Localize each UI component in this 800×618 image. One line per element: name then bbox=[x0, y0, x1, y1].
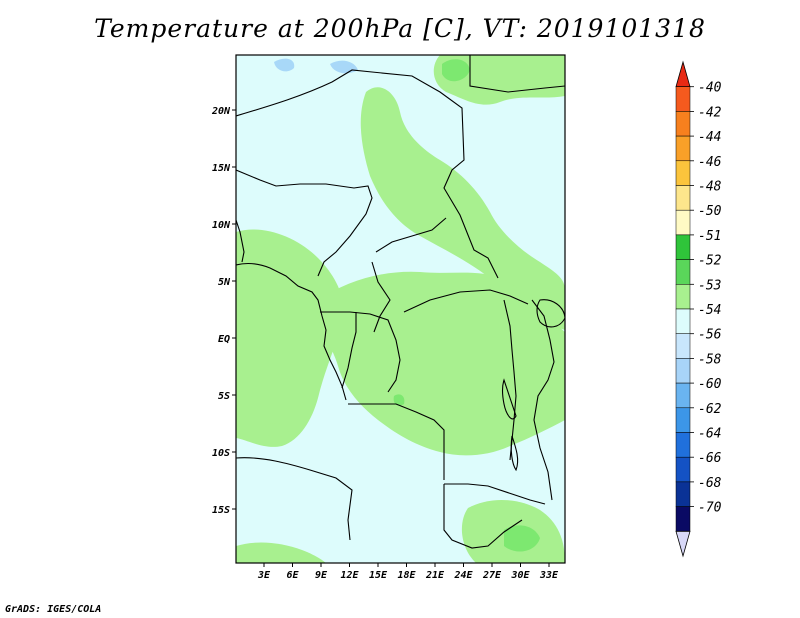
lat-label: 10S bbox=[212, 448, 230, 459]
colorbar-top-triangle bbox=[675, 60, 691, 88]
temperature-field bbox=[236, 55, 565, 563]
colorbar-segment bbox=[675, 407, 691, 433]
field-mid-patch bbox=[442, 59, 470, 82]
lat-label: EQ bbox=[218, 334, 230, 345]
colorbar-segment bbox=[675, 185, 691, 211]
field-warm-region bbox=[236, 542, 326, 563]
colorbar-segment bbox=[675, 308, 691, 334]
colorbar-segment bbox=[675, 259, 691, 285]
border-line bbox=[375, 217, 447, 253]
colorbar-segment bbox=[675, 135, 691, 162]
colorbar-segment bbox=[675, 86, 691, 112]
lat-label: 5S bbox=[218, 391, 230, 402]
country-borders bbox=[236, 55, 565, 549]
border-line bbox=[443, 484, 523, 549]
lake-outline bbox=[501, 378, 517, 420]
colorbar-label: -58 bbox=[698, 352, 722, 367]
lon-label: 33E bbox=[539, 570, 559, 581]
field-warm-region bbox=[236, 229, 344, 447]
lake-outline bbox=[536, 299, 565, 328]
colorbar-segments bbox=[675, 60, 691, 558]
colorbar-segment bbox=[675, 358, 691, 384]
field-warm-region bbox=[360, 87, 565, 330]
border-line bbox=[444, 483, 546, 505]
colorbar-segment bbox=[675, 456, 691, 483]
colorbar-label: -42 bbox=[698, 105, 722, 120]
longitude-labels: 3E 6E 9E 12E 15E 18E 21E 24E 27E 30E 33E bbox=[257, 570, 559, 581]
chart-title: Temperature at 200hPa [C], VT: 201910131… bbox=[94, 14, 706, 43]
colorbar-labels: -40 -42 -44 -46 -48 -50 -51 -52 -53 -54 -56 -58 -60 -… bbox=[690, 81, 722, 516]
colorbar-label: -53 bbox=[698, 278, 721, 293]
lon-label: 27E bbox=[482, 570, 502, 581]
lake-outline bbox=[510, 435, 519, 472]
lon-label: 18E bbox=[397, 570, 416, 581]
border-line bbox=[236, 457, 353, 541]
border-line bbox=[403, 289, 529, 313]
colorbar-label: -40 bbox=[698, 81, 722, 96]
colorbar-segment bbox=[675, 284, 691, 310]
lon-label: 30E bbox=[510, 570, 530, 581]
coastline bbox=[236, 263, 347, 401]
colorbar-label: -50 bbox=[698, 204, 722, 219]
lon-label: 6E bbox=[286, 570, 299, 581]
border-line bbox=[236, 169, 373, 277]
colorbar-bottom-triangle bbox=[675, 530, 691, 558]
colorbar-label: -64 bbox=[698, 427, 721, 442]
colorbar-segment bbox=[675, 382, 691, 409]
colorbar: -40 -42 -44 -46 -48 -50 -51 -52 -53 -54 -56 -58 -60 -… bbox=[675, 60, 722, 558]
lon-label: 24E bbox=[453, 570, 473, 581]
colorbar-segment bbox=[675, 111, 691, 137]
colorbar-segment bbox=[675, 481, 691, 507]
lat-label: 20N bbox=[211, 106, 231, 117]
lat-label: 10N bbox=[212, 220, 231, 231]
colorbar-label: -66 bbox=[698, 451, 722, 466]
border-line bbox=[320, 311, 401, 393]
lat-label: 15N bbox=[212, 163, 231, 174]
border-line bbox=[371, 261, 391, 333]
border-line bbox=[341, 312, 357, 389]
lat-label: 15S bbox=[212, 505, 230, 516]
colorbar-label: -54 bbox=[698, 303, 721, 318]
colorbar-label: -68 bbox=[698, 476, 722, 491]
field-mid-patch bbox=[393, 394, 405, 406]
colorbar-segment bbox=[675, 209, 691, 236]
coastline bbox=[236, 219, 245, 263]
colorbar-label: -48 bbox=[698, 180, 722, 195]
colorbar-label: -52 bbox=[698, 254, 722, 269]
map-frame bbox=[235, 54, 566, 564]
field-mid-patch bbox=[504, 525, 540, 552]
lon-label: 21E bbox=[425, 570, 445, 581]
border-line bbox=[236, 69, 499, 279]
colorbar-label: -51 bbox=[698, 229, 721, 244]
credit-text: GrADS: IGES/COLA bbox=[5, 604, 102, 615]
colorbar-label: -60 bbox=[698, 377, 722, 392]
colorbar-label: -46 bbox=[698, 155, 722, 170]
lon-label: 12E bbox=[340, 570, 359, 581]
colorbar-label: -44 bbox=[698, 130, 721, 145]
border-line bbox=[531, 299, 555, 501]
border-line bbox=[469, 55, 565, 93]
lon-label: 3E bbox=[257, 570, 271, 581]
lon-label: 9E bbox=[315, 570, 328, 581]
colorbar-segment bbox=[675, 432, 691, 458]
colorbar-segment bbox=[675, 160, 691, 186]
colorbar-segment bbox=[675, 333, 691, 359]
lat-label: 5N bbox=[218, 277, 231, 288]
colorbar-label: -62 bbox=[698, 402, 722, 417]
lon-label: 15E bbox=[369, 570, 388, 581]
colorbar-segment bbox=[675, 506, 691, 532]
colorbar-label: -56 bbox=[698, 328, 722, 343]
field-warm-patch bbox=[262, 423, 289, 438]
axis-ticks bbox=[232, 109, 550, 567]
border-line bbox=[348, 403, 445, 480]
latitude-labels: 20N 15N 10N 5N EQ 5S 10S 15S bbox=[211, 106, 231, 516]
field-cold-patch bbox=[274, 58, 295, 72]
colorbar-segment bbox=[675, 234, 691, 260]
colorbar-label: -70 bbox=[698, 501, 722, 516]
